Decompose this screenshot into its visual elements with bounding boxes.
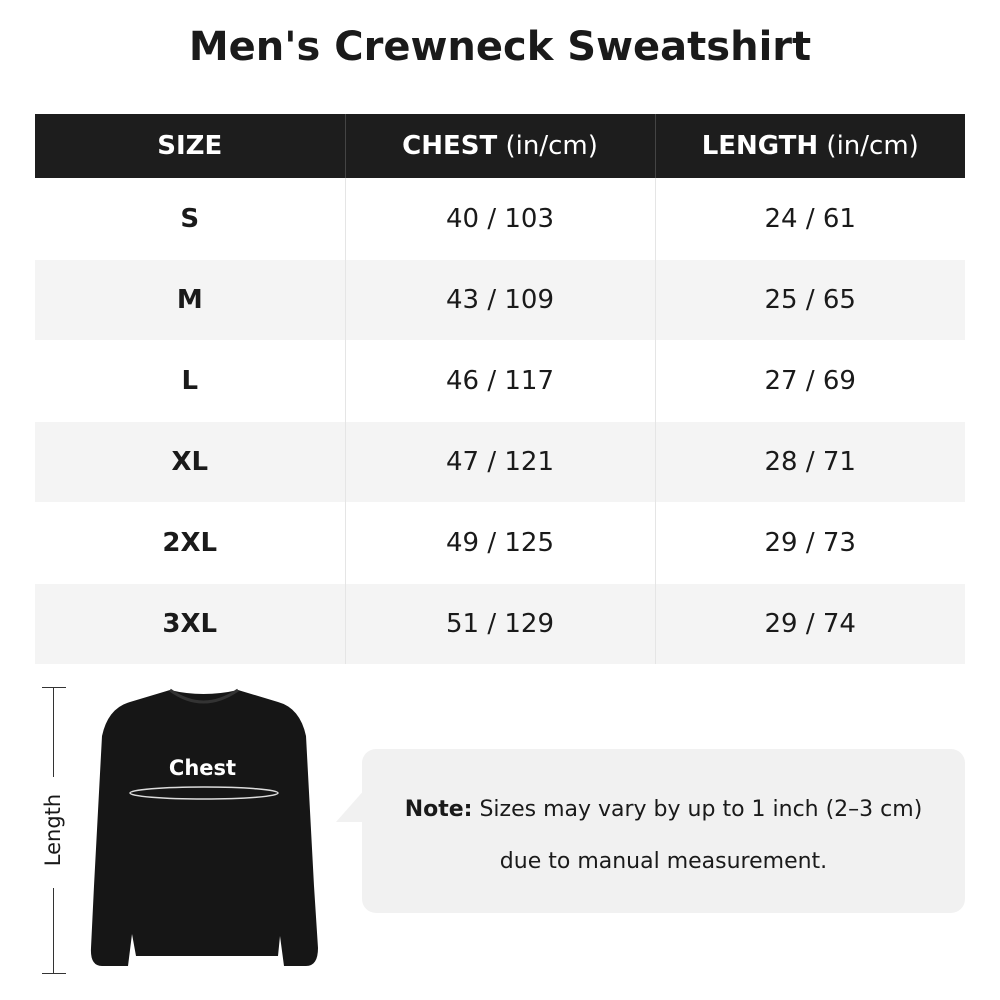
size-cell: 2XL <box>35 502 346 584</box>
size-cell: S <box>35 178 346 260</box>
length-line <box>53 888 54 973</box>
length-line <box>53 687 54 777</box>
size-cell: 3XL <box>35 584 346 664</box>
header-unit: (in/cm) <box>497 131 598 161</box>
size-cell: M <box>35 260 346 340</box>
chest-cell: 51 / 129 <box>345 584 656 664</box>
table-row: 2XL 49 / 125 29 / 73 <box>35 502 965 584</box>
size-cell: L <box>35 340 346 422</box>
length-cell: 27 / 69 <box>764 366 856 396</box>
length-cell: 29 / 73 <box>764 528 856 558</box>
note-label: Note: <box>404 797 473 822</box>
chest-cell: 43 / 109 <box>345 260 656 340</box>
length-cell: 29 / 74 <box>655 584 965 664</box>
header-unit: (in/cm) <box>818 131 919 161</box>
table-row: S 40 / 103 24 / 61 <box>35 178 965 260</box>
header-length: LENGTH (in/cm) <box>655 114 965 178</box>
note-line-1: Note: Sizes may vary by up to 1 inch (2–… <box>362 797 965 822</box>
table-row: M 43 / 109 25 / 65 <box>35 260 965 340</box>
length-cell: 24 / 61 <box>764 204 856 234</box>
note-text: Sizes may vary by up to 1 inch (2–3 cm) <box>472 797 923 822</box>
chest-label: Chest <box>168 756 237 780</box>
length-label: Length <box>41 793 65 867</box>
length-cell: 28 / 71 <box>655 422 965 502</box>
size-cell: XL <box>35 422 346 502</box>
header-label: SIZE <box>157 131 223 161</box>
chest-cell: 47 / 121 <box>345 422 656 502</box>
table-row: L 46 / 117 27 / 69 <box>35 340 965 422</box>
chest-measure-loop <box>129 786 279 800</box>
length-top-tick <box>42 687 66 688</box>
size-chart-table: SIZE CHEST (in/cm) LENGTH (in/cm) S 40 / … <box>35 114 965 664</box>
header-chest: CHEST (in/cm) <box>345 114 656 178</box>
header-size: SIZE <box>35 114 346 178</box>
chest-cell: 40 / 103 <box>345 178 656 260</box>
note-bubble: Note: Sizes may vary by up to 1 inch (2–… <box>362 749 965 913</box>
chest-cell: 46 / 117 <box>345 340 656 422</box>
length-bottom-tick <box>42 973 66 974</box>
sweatshirt-image <box>90 688 318 966</box>
length-cell: 25 / 65 <box>655 260 965 340</box>
header-label: LENGTH <box>701 131 819 161</box>
note-line-2: due to manual measurement. <box>499 849 828 874</box>
page-title: Men's Crewneck Sweatshirt <box>188 24 812 70</box>
table-row: 3XL 51 / 129 29 / 74 <box>35 584 965 664</box>
table-header-row: SIZE CHEST (in/cm) LENGTH (in/cm) <box>35 114 965 178</box>
table-row: XL 47 / 121 28 / 71 <box>35 422 965 502</box>
header-label: CHEST <box>402 131 498 161</box>
chest-cell: 49 / 125 <box>345 502 656 584</box>
note-bubble-tail <box>336 788 366 822</box>
